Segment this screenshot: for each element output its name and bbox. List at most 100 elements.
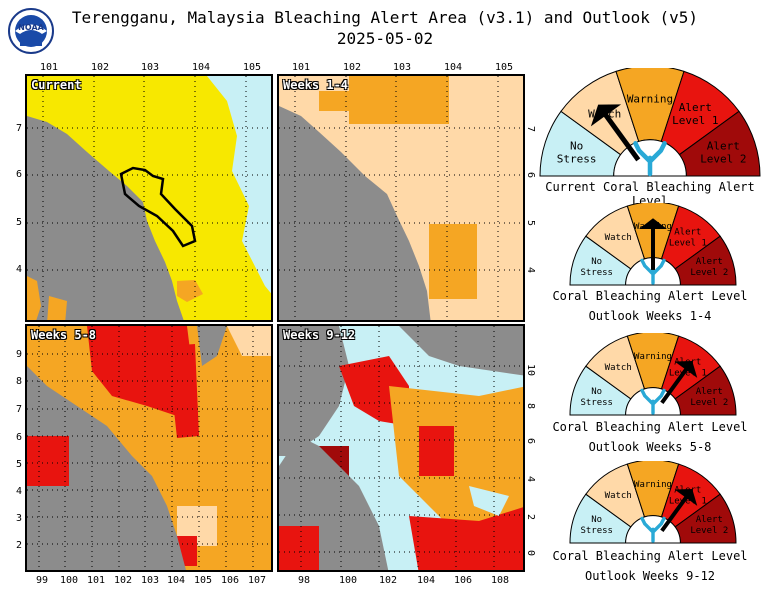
map-panel-current: Current (25, 74, 273, 322)
tick-label: 105 (194, 575, 213, 586)
gauge-label-warning: Warning (634, 480, 672, 490)
land-peninsula (279, 106, 431, 320)
gauge-label-watch: Watch (605, 491, 632, 501)
gauge-caption: Outlook Weeks 1-4 (588, 309, 712, 323)
tick-label: 107 (248, 575, 267, 586)
tick-label: 4 (525, 266, 537, 274)
tick-label: 7 (16, 404, 23, 415)
gauge-label-alert2: Alert (696, 387, 723, 397)
noaa-logo-text: NOAA (18, 23, 44, 32)
gauge-needle (660, 493, 690, 532)
gauge-label-alert2: Level 2 (690, 268, 728, 278)
tick-label: 99 (36, 575, 49, 586)
tick-label: 104 (167, 575, 186, 586)
tick-label: 98 (298, 575, 311, 586)
map-current (27, 76, 271, 320)
gauge-label-alert1: Level 1 (669, 369, 707, 379)
gauge-weeks-1-4: NoStressWatchWarningAlertLevel 1AlertLev… (569, 203, 737, 286)
tick-label: 105 (495, 62, 514, 73)
page-title: Terengganu, Malaysia Bleaching Alert Are… (71, 8, 699, 27)
panel-label: Current (31, 78, 82, 92)
gauge-label-no_stress: No (570, 139, 583, 152)
tick-label: 102 (379, 575, 398, 586)
coral-icon (640, 516, 666, 543)
page-date: 2025-05-02 (336, 29, 434, 48)
gauge-label-warning: Warning (634, 352, 672, 362)
tick-label: 6 (16, 169, 23, 180)
noaa-logo: NOAA (8, 8, 54, 54)
map-panel-weeks-1-4: Weeks 1-4 (277, 74, 525, 322)
coral-icon (633, 141, 667, 177)
tick-label: 103 (393, 62, 412, 73)
panel-label: Weeks 1-4 (283, 78, 349, 92)
region-outline (119, 166, 197, 248)
tick-label: 7 (16, 123, 23, 134)
panel-label: Weeks 5-8 (31, 328, 97, 342)
tick-label: 6 (525, 171, 537, 179)
tick-label: 5 (16, 459, 23, 470)
tick-label: 3 (16, 513, 23, 524)
gauge-needle-head (639, 218, 667, 229)
tick-label: 108 (491, 575, 510, 586)
gauge-needle (660, 365, 690, 404)
land-peninsula (27, 366, 186, 570)
gauge-caption: Coral Bleaching Alert Level (552, 549, 748, 563)
gauge-label-alert2: Alert (696, 257, 723, 267)
gauge-needle-head (674, 488, 698, 506)
gauge-label-no_stress: Stress (580, 268, 613, 278)
gauge-label-alert1: Alert (674, 228, 701, 238)
gauge-caption: Outlook Weeks 9-12 (584, 569, 716, 583)
tick-label: 7 (525, 125, 537, 133)
tick-label: 104 (192, 62, 211, 73)
tick-label: 103 (141, 62, 160, 73)
map-panel-weeks-9-12: Weeks 9-12 (277, 324, 525, 572)
tick-label: 5 (16, 217, 23, 228)
coral-icon (640, 258, 666, 285)
tick-label: 100 (60, 575, 79, 586)
tick-label: 6 (16, 432, 23, 443)
gauge-label-alert2: Level 2 (690, 526, 728, 536)
tick-label: 100 (339, 575, 358, 586)
tick-label: 102 (343, 62, 362, 73)
tick-label: 2 (16, 540, 23, 551)
gauge-needle-head (590, 104, 622, 127)
tick-label: 101 (87, 575, 106, 586)
tick-label: 105 (243, 62, 262, 73)
tick-label: 2 (525, 513, 537, 521)
gauge-label-alert1: Level 1 (672, 114, 718, 127)
map-panel-weeks-5-8: Weeks 5-8 (25, 324, 273, 572)
gauge-label-no_stress: Stress (580, 526, 613, 536)
tick-label: 6 (525, 437, 537, 445)
tick-label: 102 (114, 575, 133, 586)
no-stress-area (207, 76, 271, 294)
gauge-label-watch: Watch (605, 363, 632, 373)
tick-label: 101 (40, 62, 59, 73)
tick-label: 5 (525, 219, 537, 227)
gauge-label-alert1: Level 1 (669, 497, 707, 507)
tick-label: 8 (525, 402, 537, 410)
tick-label: 9 (16, 349, 23, 360)
gauge-needle (601, 110, 641, 162)
tick-label: 104 (417, 575, 436, 586)
gauge-label-no_stress: No (591, 515, 602, 525)
panel-label: Weeks 9-12 (283, 328, 356, 342)
tick-label: 106 (454, 575, 473, 586)
gauge-label-alert2: Level 2 (700, 152, 746, 165)
map-weeks-1-4 (279, 76, 523, 320)
map-weeks-5-8 (27, 326, 271, 570)
gauge-label-warning: Warning (627, 93, 673, 106)
gauge-label-watch: Watch (605, 233, 632, 243)
gauge-label-alert1: Level 1 (669, 239, 707, 249)
gauge-label-no_stress: Stress (580, 398, 613, 408)
gauge-label-alert2: Alert (696, 515, 723, 525)
tick-label: 4 (16, 264, 23, 275)
tick-label: 8 (16, 376, 23, 387)
map-weeks-9-12 (279, 326, 523, 570)
land-peninsula (27, 116, 184, 320)
tick-label: 106 (221, 575, 240, 586)
tick-label: 103 (141, 575, 160, 586)
gauge-needle-head (674, 360, 698, 378)
gauge-label-no_stress: No (591, 257, 602, 267)
tick-label: 10 (525, 363, 537, 377)
tick-label: 4 (16, 486, 23, 497)
